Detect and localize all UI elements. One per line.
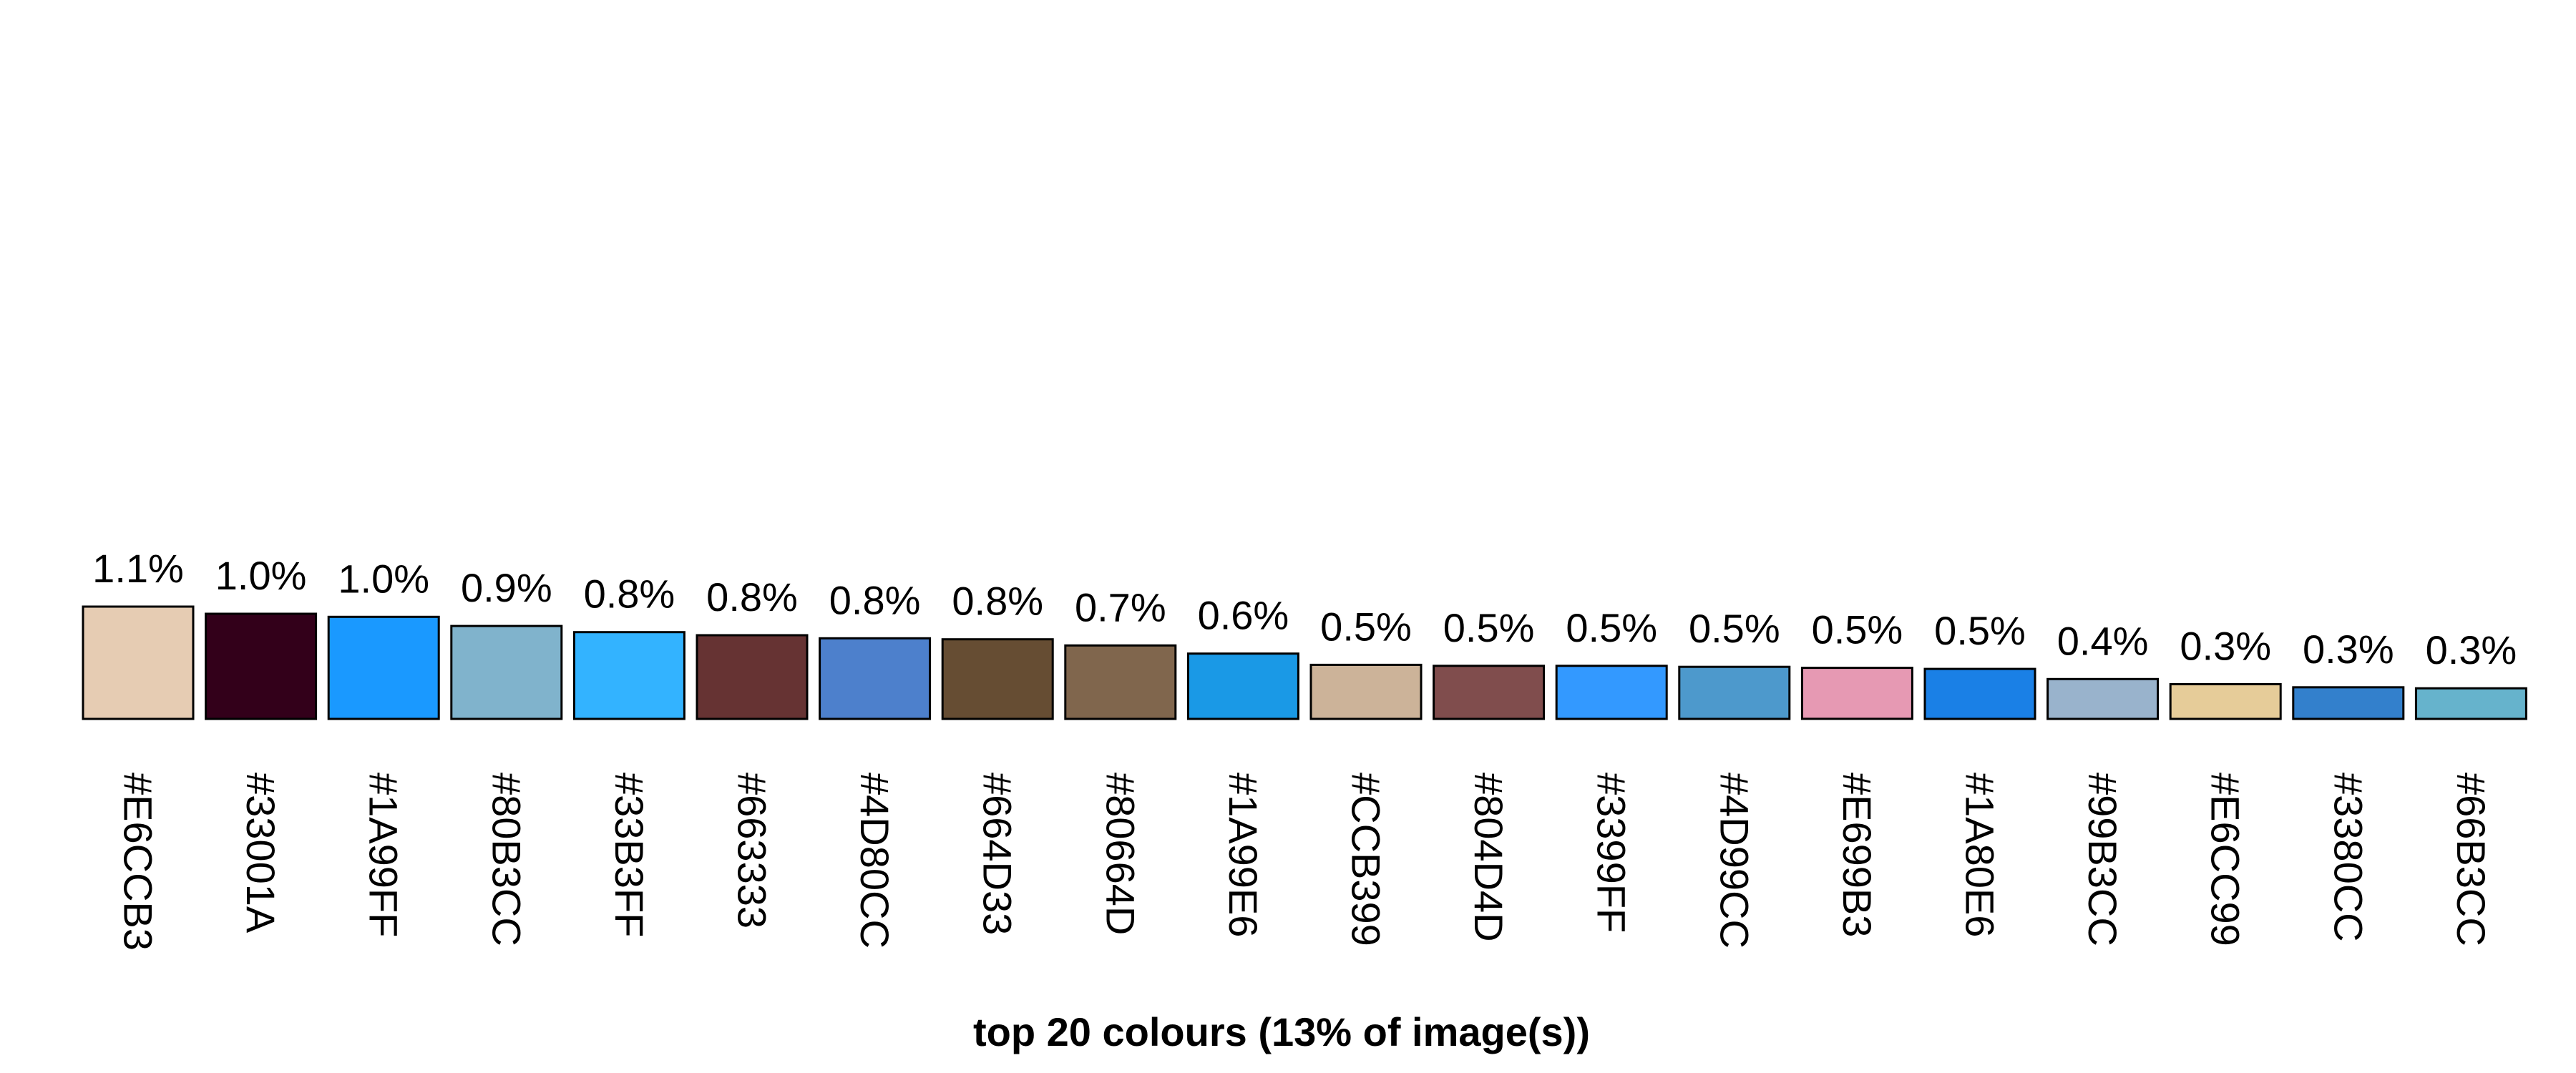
tick-label-2: #33001A [238,773,283,934]
tick-label-14: #4D99CC [1712,773,1757,949]
bar-16 [1923,667,2036,720]
tick-label-6: #663333 [730,773,775,929]
bar-9 [1064,644,1177,720]
data-labels-group: 1.1% 1.0% 1.0% 0.9% 0.8% 0.8% 0.8% 0.8% 0.7% 0.6%… [92,546,2517,672]
bar-1 [82,605,195,720]
data-label-15: 0.5% [1812,607,1903,652]
bar-20 [2414,687,2527,720]
chart-title: top 20 colours (13% of image(s)) [973,1009,1590,1054]
bar-11 [1309,663,1423,720]
data-label-14: 0.5% [1689,606,1780,651]
tick-label-13: #3399FF [1589,773,1634,933]
bar-12 [1433,665,1546,720]
bar-6 [696,634,809,720]
data-label-20: 0.3% [2426,627,2517,672]
tick-labels-group: #E6CCB3 #33001A #1A99FF #80B3CC #33B3FF #6633… [116,773,2494,951]
tick-label-12: #804D4D [1466,773,1511,942]
bar-18 [2169,683,2282,720]
data-label-7: 0.8% [829,577,921,622]
tick-label-5: #33B3FF [607,773,652,937]
data-label-11: 0.5% [1320,604,1412,649]
tick-label-11: #CCB399 [1344,773,1389,946]
data-label-16: 0.5% [1934,608,2026,653]
data-label-10: 0.6% [1198,593,1289,638]
data-label-18: 0.3% [2180,624,2271,669]
bar-3 [327,615,440,720]
tick-label-10: #1A99E6 [1221,773,1266,937]
bar-7 [819,637,932,720]
tick-label-7: #4D80CC [852,773,897,949]
data-label-8: 0.8% [952,579,1043,624]
bar-2 [205,612,318,720]
data-label-2: 1.0% [215,553,307,598]
bar-15 [1800,667,1913,720]
data-label-13: 0.5% [1566,605,1657,650]
tick-label-20: #66B3CC [2449,773,2494,946]
bar-13 [1555,665,1668,720]
tick-label-9: #80664D [1098,773,1143,935]
data-label-4: 0.9% [461,565,552,610]
data-label-3: 1.0% [338,556,429,601]
bar-14 [1678,665,1791,720]
bar-8 [941,638,1054,720]
bar-19 [2292,686,2405,720]
data-label-6: 0.8% [706,574,798,619]
tick-label-16: #1A80E6 [1958,773,2003,937]
tick-label-1: #E6CCB3 [116,773,161,951]
tick-label-4: #80B3CC [484,773,529,946]
tick-label-17: #99B3CC [2080,773,2125,946]
data-label-5: 0.8% [584,572,675,617]
data-label-9: 0.7% [1075,584,1166,629]
tick-label-15: #E699B3 [1835,773,1880,937]
tick-label-18: #E6CC99 [2203,773,2248,946]
bar-17 [2046,677,2160,720]
data-label-17: 0.4% [2057,618,2149,663]
data-label-19: 0.3% [2303,627,2394,672]
tick-label-3: #1A99FF [361,773,406,937]
bar-4 [450,624,563,720]
bar-10 [1186,652,1299,720]
tick-label-8: #664D33 [975,773,1020,935]
data-label-12: 0.5% [1443,605,1535,650]
bar-5 [572,631,686,720]
tick-label-19: #3380CC [2326,773,2371,942]
data-label-1: 1.1% [92,546,184,591]
bars-group [82,605,2527,720]
